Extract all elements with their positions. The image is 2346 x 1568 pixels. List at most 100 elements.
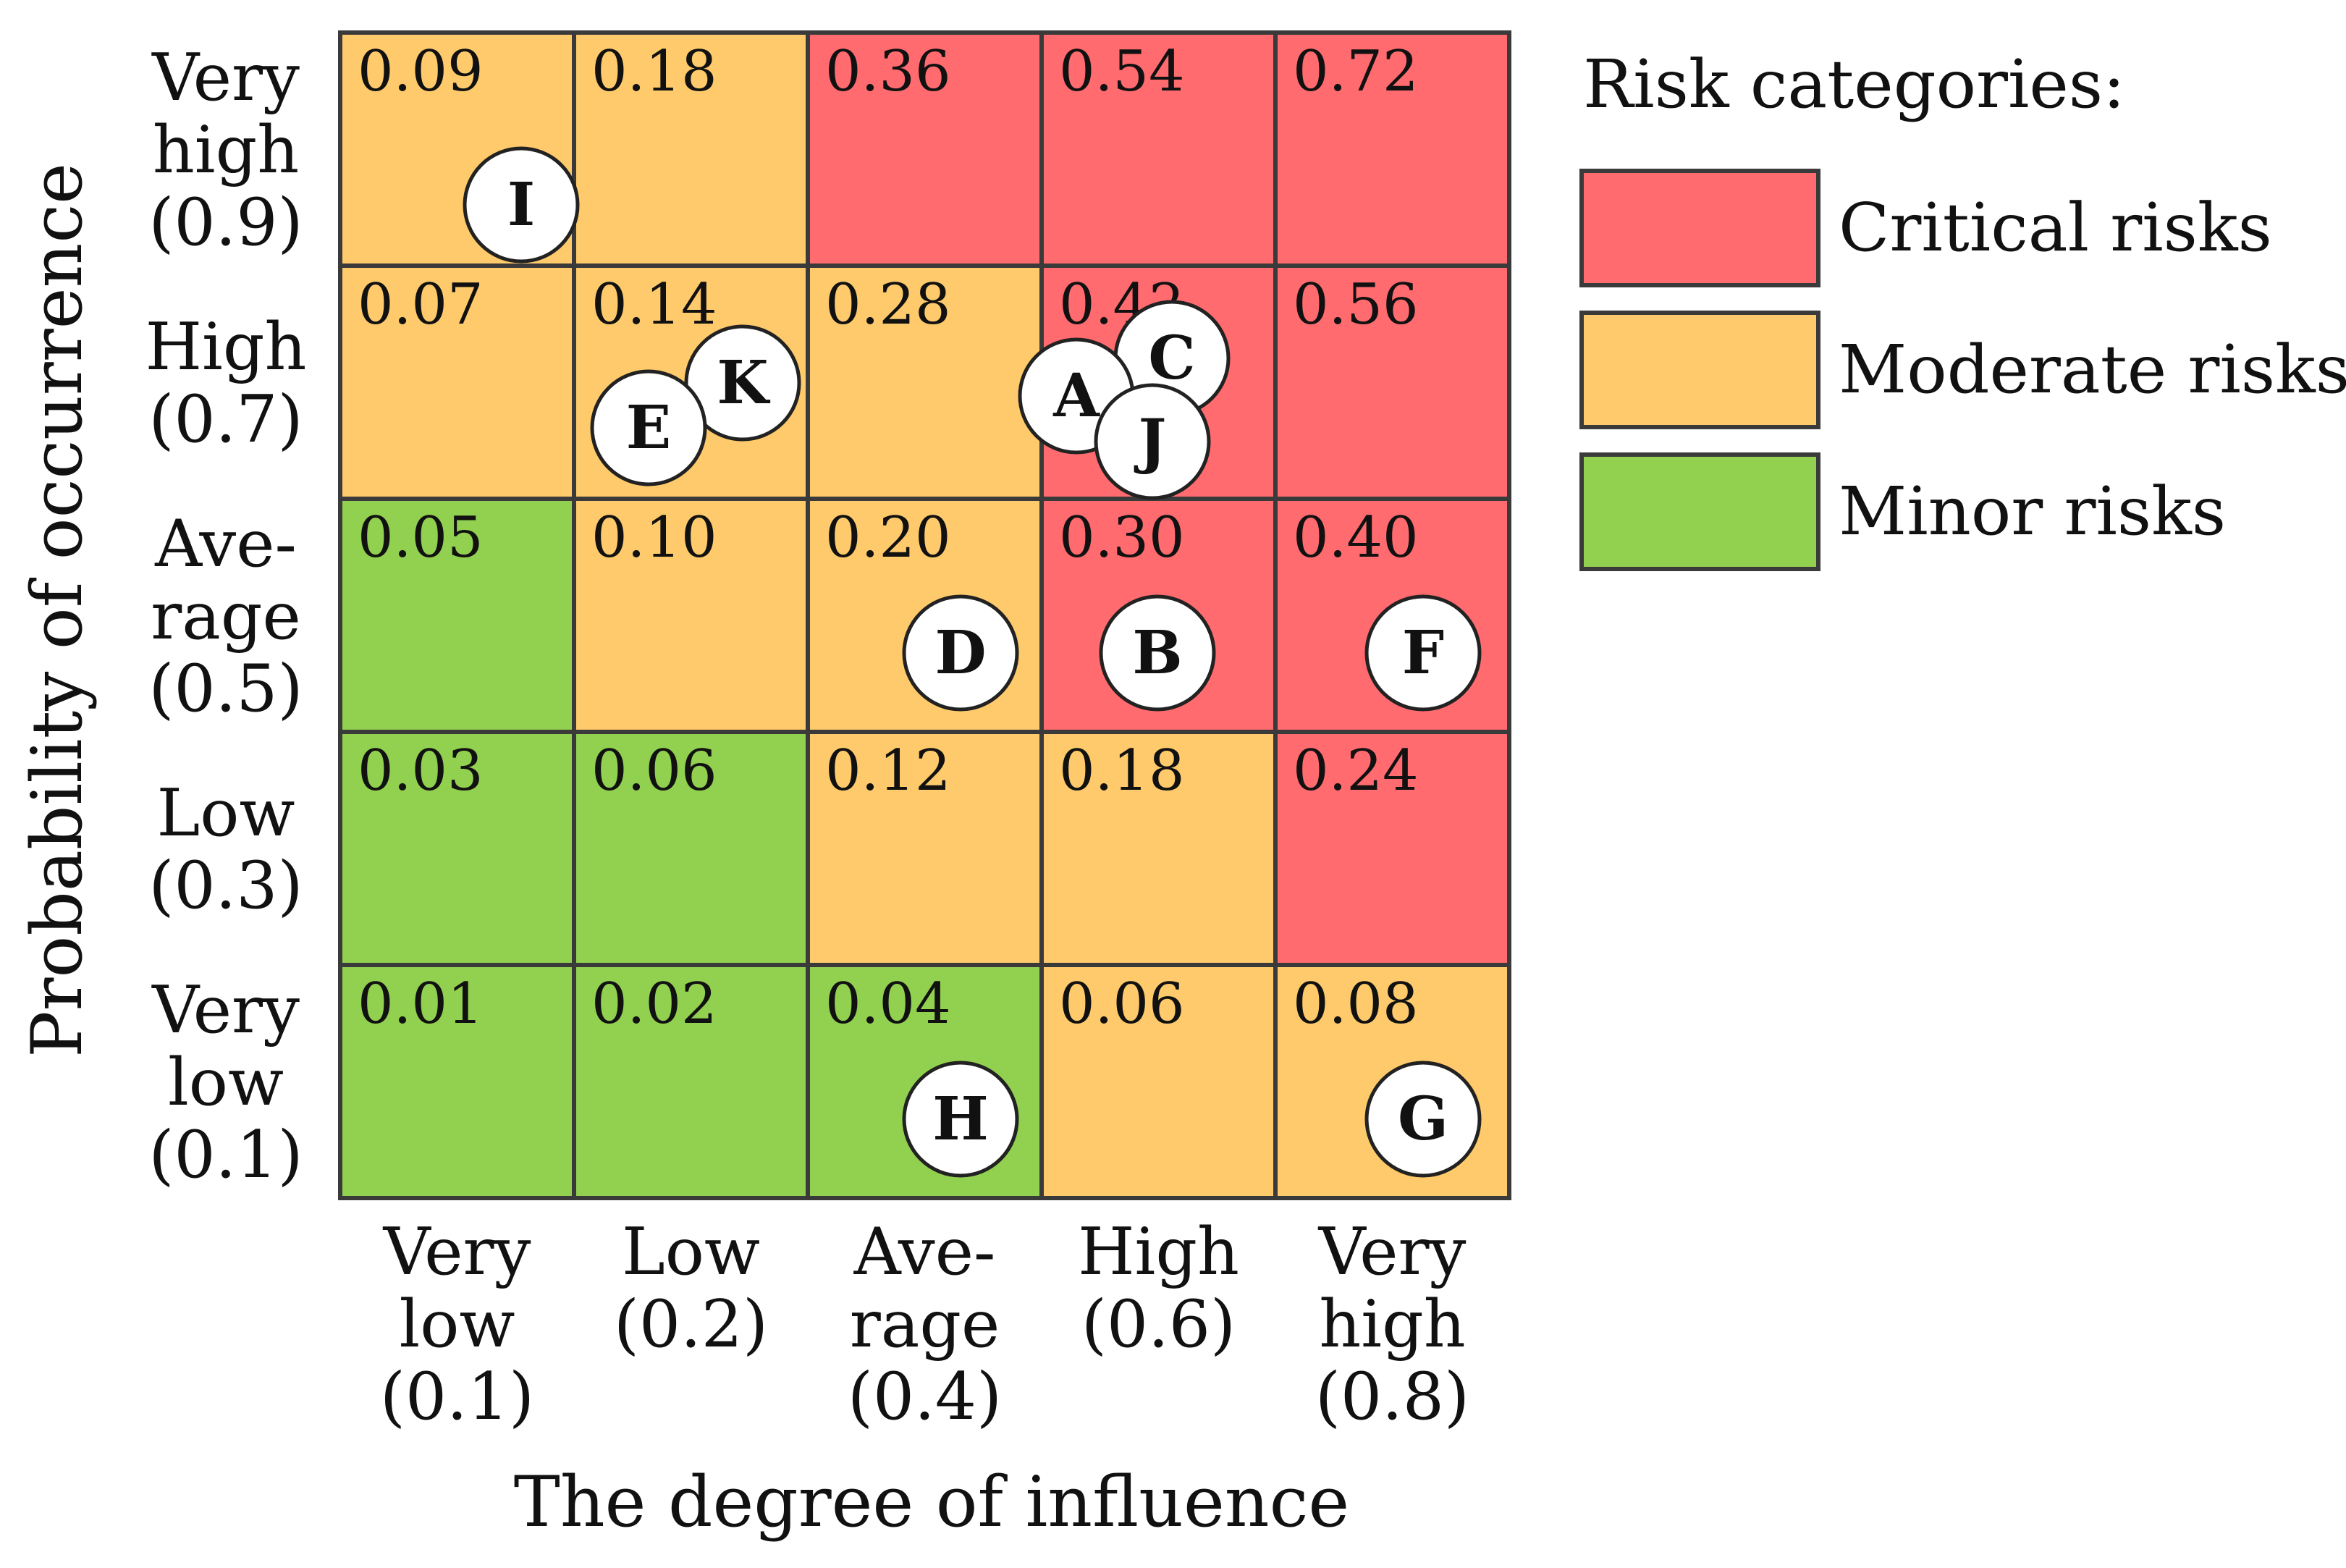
- x-tick-label: Very high (0.8): [1315, 1214, 1469, 1435]
- cell-value-label: 0.02: [591, 971, 717, 1037]
- risk-marker-label: H: [932, 1084, 988, 1154]
- risk-marker-label: E: [626, 393, 672, 463]
- y-axis-title: Probability of occurrence: [17, 163, 98, 1058]
- cell-value-label: 0.12: [825, 738, 951, 804]
- cell-value-label: 0.30: [1059, 505, 1185, 570]
- x-tick-label-line: rage: [850, 1286, 1000, 1362]
- cell-value-label: 0.40: [1293, 505, 1419, 570]
- legend-swatch-minor: [1579, 452, 1820, 571]
- cell-value-label: 0.28: [825, 272, 951, 337]
- y-tick-label-line: rage: [151, 578, 301, 654]
- y-tick-label-line: Ave-: [154, 506, 297, 582]
- x-tick-label-line: High: [1078, 1214, 1239, 1290]
- legend-label-moderate: Moderate risks: [1839, 331, 2346, 408]
- x-axis-title: The degree of influence: [514, 1462, 1349, 1543]
- cell-value-label: 0.20: [825, 505, 951, 570]
- legend: Risk categories: Critical risks Moderate …: [1579, 46, 2346, 571]
- risk-marker-circle: [902, 594, 1019, 712]
- cell-value-label: 0.06: [591, 738, 717, 804]
- x-tick-label-line: Ave-: [853, 1214, 996, 1290]
- x-tick-label-line: low: [399, 1286, 515, 1362]
- risk-marker-b: B: [1099, 594, 1216, 712]
- risk-marker-label: F: [1402, 618, 1444, 688]
- y-tick-label-line: Low: [157, 775, 295, 851]
- matrix-cell: [806, 264, 1044, 501]
- cell-value-label: 0.56: [1293, 272, 1419, 337]
- y-tick-label: Low (0.3): [148, 775, 303, 924]
- cell-value-label: 0.14: [591, 272, 717, 337]
- x-tick-label-line: (0.2): [614, 1286, 768, 1362]
- y-tick-label-line: (0.5): [148, 651, 303, 727]
- cell-value-label: 0.04: [825, 971, 951, 1037]
- cell-value-label: 0.08: [1293, 971, 1419, 1037]
- y-tick-label: Very high (0.9): [148, 40, 303, 261]
- risk-marker-label: D: [934, 618, 986, 688]
- cell-value-label: 0.01: [358, 971, 484, 1037]
- risk-marker-h: H: [902, 1061, 1019, 1178]
- x-tick-label-line: (0.6): [1081, 1286, 1236, 1362]
- x-axis-ticks: Very low (0.1)Low (0.2)Ave-rage (0.4)High (0.…: [380, 1214, 1469, 1435]
- legend-title: Risk categories:: [1583, 46, 2125, 123]
- cell-value-label: 0.07: [358, 272, 484, 337]
- risk-marker-e: E: [590, 369, 707, 486]
- legend-swatch-moderate: [1579, 311, 1820, 429]
- cell-value-label: 0.10: [591, 505, 717, 570]
- x-tick-label-line: (0.1): [380, 1359, 534, 1435]
- y-axis-ticks: Very high (0.9)High (0.7)Ave-rage (0.5)Low (0…: [145, 40, 307, 1193]
- y-tick-label-line: (0.7): [148, 382, 303, 458]
- y-tick-label: Ave-rage (0.5): [148, 506, 303, 727]
- legend-label-critical: Critical risks: [1839, 189, 2272, 266]
- matrix-cell: [572, 730, 810, 967]
- risk-marker-label: K: [717, 348, 770, 418]
- y-tick-label: Very low (0.1): [148, 972, 303, 1193]
- x-tick-label-line: high: [1319, 1286, 1465, 1362]
- risk-marker-i: I: [463, 146, 580, 264]
- x-tick-label: Low (0.2): [614, 1214, 768, 1362]
- x-tick-label-line: Very: [1318, 1214, 1467, 1290]
- risk-markers: I KE CAJ D B F H G: [463, 146, 1482, 1178]
- cell-value-label: 0.09: [358, 39, 484, 104]
- cell-value-label: 0.06: [1059, 971, 1185, 1037]
- cell-value-label: 0.18: [1059, 738, 1185, 804]
- y-tick-label-line: low: [168, 1045, 284, 1121]
- cell-value-label: 0.03: [358, 738, 484, 804]
- cell-value-label: 0.36: [825, 39, 951, 104]
- x-tick-label-line: (0.4): [848, 1359, 1002, 1435]
- x-tick-label: Ave-rage (0.4): [848, 1214, 1002, 1435]
- risk-marker-d: D: [902, 594, 1019, 712]
- risk-marker-label: J: [1134, 407, 1167, 476]
- risk-marker-k: K: [684, 324, 801, 442]
- risk-marker-circle: [1094, 383, 1211, 500]
- risk-marker-f: F: [1364, 594, 1482, 712]
- cell-value-label: 0.24: [1293, 738, 1419, 804]
- legend-swatch-critical: [1579, 169, 1820, 287]
- cell-value-label: 0.18: [591, 39, 717, 104]
- legend-label-minor: Minor risks: [1839, 473, 2226, 550]
- matrix-cell: [1039, 963, 1278, 1200]
- y-tick-label: High (0.7): [145, 309, 307, 458]
- risk-marker-circle: [463, 146, 580, 264]
- risk-marker-label: G: [1398, 1084, 1448, 1154]
- x-tick-label: High (0.6): [1078, 1214, 1239, 1362]
- risk-marker-label: B: [1132, 618, 1182, 688]
- risk-marker-j: J: [1094, 383, 1211, 500]
- matrix-cell: [338, 963, 576, 1200]
- cell-value-label: 0.72: [1293, 39, 1419, 104]
- x-tick-label: Very low (0.1): [380, 1214, 534, 1435]
- risk-marker-circle: [684, 324, 801, 442]
- risk-marker-circle: [1364, 1061, 1482, 1178]
- cell-value-label: 0.54: [1059, 39, 1185, 104]
- matrix-cell: [572, 963, 810, 1200]
- y-tick-label-line: (0.9): [148, 185, 303, 261]
- cell-value-label: 0.05: [358, 505, 484, 570]
- y-tick-label-line: high: [153, 112, 299, 188]
- risk-marker-circle: [590, 369, 707, 486]
- x-tick-label-line: Low: [622, 1214, 760, 1290]
- risk-marker-g: G: [1364, 1061, 1482, 1178]
- matrix-cell: [1039, 730, 1278, 967]
- x-tick-label-line: Very: [383, 1214, 531, 1290]
- risk-marker-circle: [1099, 594, 1216, 712]
- risk-marker-circle: [1364, 594, 1482, 712]
- y-tick-label-line: Very: [151, 972, 300, 1048]
